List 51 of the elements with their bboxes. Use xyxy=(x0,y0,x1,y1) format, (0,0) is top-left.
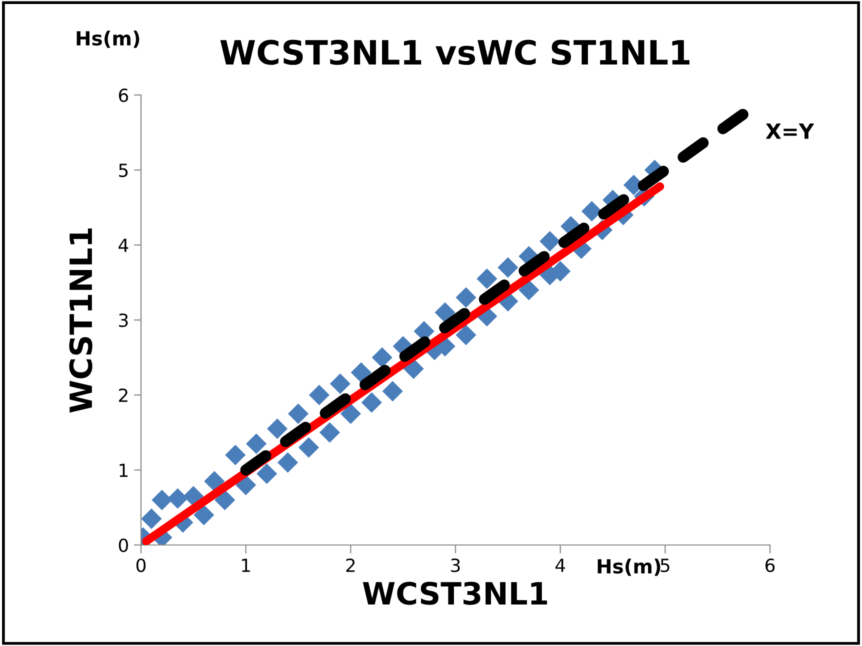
chart-title: WCST3NL1 vsWC ST1NL1 xyxy=(220,40,690,65)
point xyxy=(167,488,188,509)
point xyxy=(141,508,162,530)
x-tick-label: 4 xyxy=(555,558,566,572)
point xyxy=(340,403,361,424)
y-tick-label: 1 xyxy=(120,464,128,477)
y-tick-label: 0 xyxy=(118,538,128,552)
point xyxy=(372,347,392,368)
point xyxy=(246,433,267,454)
point xyxy=(540,230,560,252)
point xyxy=(236,474,256,496)
point xyxy=(498,257,518,278)
point xyxy=(518,280,540,300)
x-tick-label: 6 xyxy=(766,558,775,572)
y-axis-title: WCST1NL1 xyxy=(69,228,92,413)
point xyxy=(581,200,602,222)
point xyxy=(456,287,476,308)
point xyxy=(456,324,476,346)
point xyxy=(214,490,236,510)
x-tick-label: 2 xyxy=(346,558,355,572)
point xyxy=(194,504,214,526)
text: Hs(m) xyxy=(598,558,660,576)
point xyxy=(476,268,498,290)
point xyxy=(266,418,288,440)
y-tick-label: 4 xyxy=(118,238,128,252)
point xyxy=(277,452,298,473)
x-tick-label: 0 xyxy=(136,558,146,572)
point xyxy=(350,362,372,383)
point xyxy=(382,380,403,402)
point xyxy=(204,470,225,492)
x-tick-label: 5 xyxy=(660,558,670,572)
text: Hs(m) xyxy=(76,30,140,48)
point xyxy=(434,302,456,323)
x-axis-title: WCST3NL1 xyxy=(362,582,547,605)
x-tick-label: 1 xyxy=(242,558,250,572)
y-tick-label: 5 xyxy=(119,164,128,178)
point xyxy=(225,444,246,466)
y-tick-label: 2 xyxy=(119,388,128,402)
point xyxy=(288,403,309,424)
point xyxy=(308,384,330,406)
point xyxy=(330,373,350,394)
series-label: X=Y xyxy=(766,124,814,139)
point xyxy=(361,392,382,413)
point xyxy=(183,486,204,507)
point xyxy=(256,463,278,484)
point xyxy=(152,490,172,510)
point xyxy=(319,422,340,443)
y-tick-label: 6 xyxy=(118,88,128,102)
point xyxy=(298,437,320,458)
y-tick-label: 3 xyxy=(119,313,128,328)
x-tick-label: 3 xyxy=(451,558,460,572)
